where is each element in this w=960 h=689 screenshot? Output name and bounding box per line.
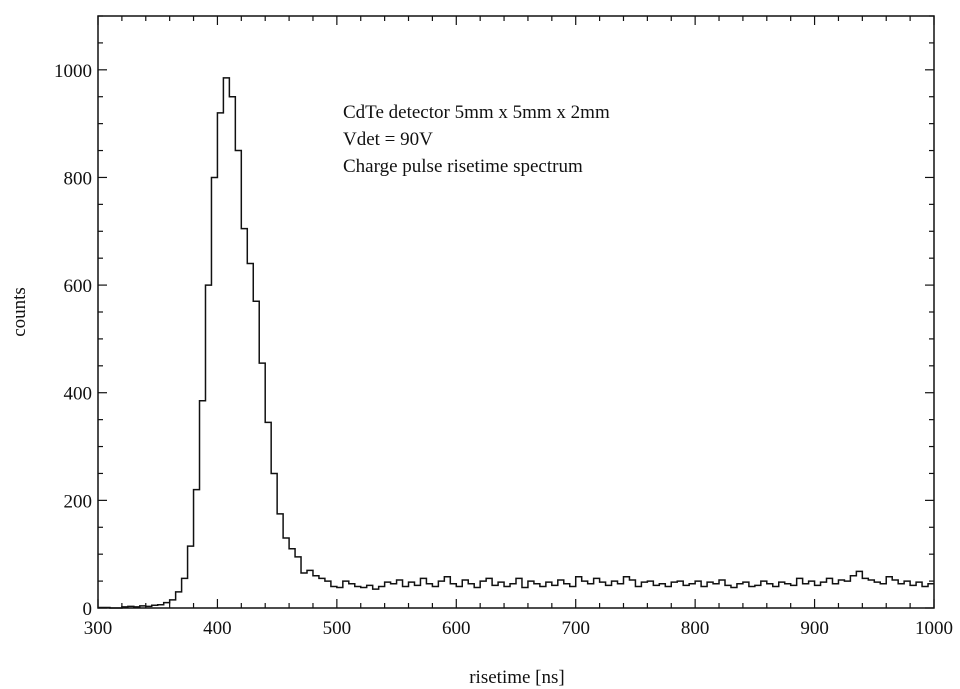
y-tick-label: 600 — [64, 276, 93, 297]
y-tick-label: 800 — [64, 168, 93, 189]
x-tick-label: 400 — [203, 618, 232, 639]
y-axis-title: counts — [9, 287, 30, 337]
tick-labels: 300 400 500 600 700 800 900 1000 0 200 400 600 800 10… — [54, 61, 953, 639]
x-tick-label: 800 — [681, 618, 710, 639]
x-tick-label: 600 — [442, 618, 471, 639]
x-tick-label: 300 — [84, 618, 113, 639]
x-tick-label: 900 — [800, 618, 829, 639]
axis-ticks — [97, 15, 935, 609]
x-tick-label: 500 — [323, 618, 352, 639]
x-tick-label: 1000 — [915, 618, 953, 639]
x-tick-label: 700 — [561, 618, 590, 639]
series-0-step-line — [98, 77, 934, 609]
annotation-description: Charge pulse risetime spectrum — [343, 156, 583, 177]
y-tick-label: 0 — [83, 599, 93, 620]
x-axis-title: risetime [ns] — [469, 667, 565, 688]
annotation-voltage: Vdet = 90V — [343, 129, 433, 150]
annotation-detector: CdTe detector 5mm x 5mm x 2mm — [343, 102, 610, 123]
y-tick-label: 400 — [64, 384, 93, 405]
y-tick-label: 200 — [64, 491, 93, 512]
y-tick-label: 1000 — [54, 61, 92, 82]
